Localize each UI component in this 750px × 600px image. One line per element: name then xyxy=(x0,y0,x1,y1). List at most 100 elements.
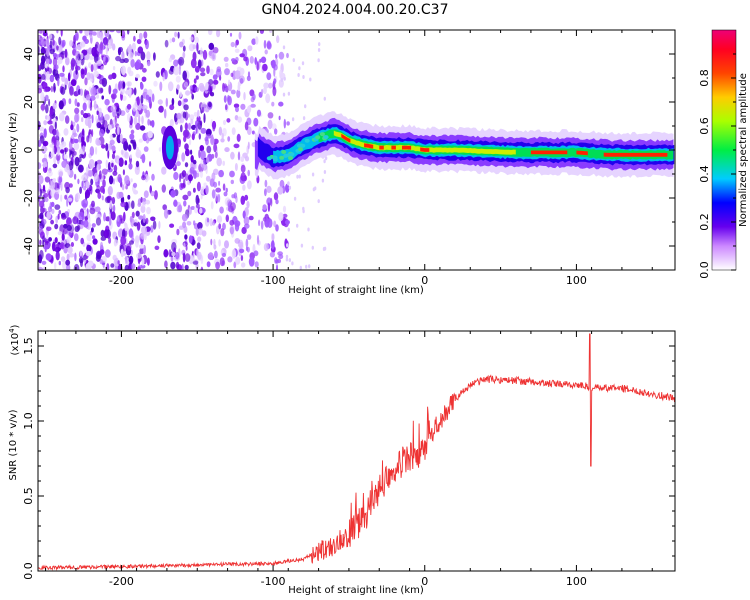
noise-blob xyxy=(46,226,52,232)
noise-blob xyxy=(145,39,149,50)
noise-blob xyxy=(175,251,180,260)
noise-blob xyxy=(324,156,328,161)
noise-blob xyxy=(85,250,92,257)
noise-blob xyxy=(102,179,106,188)
noise-blob xyxy=(38,175,44,185)
noise-blob xyxy=(66,264,71,270)
noise-blob xyxy=(206,261,211,268)
trace-core-red xyxy=(341,133,351,143)
noise-blob xyxy=(55,129,59,139)
noise-blob xyxy=(291,261,294,266)
noise-blob xyxy=(309,77,312,82)
noise-blob xyxy=(112,178,115,185)
noise-blob xyxy=(99,249,105,256)
noise-blob xyxy=(200,257,204,265)
noise-blob xyxy=(146,60,151,67)
trace-blob xyxy=(288,156,293,161)
noise-blob xyxy=(135,73,140,79)
noise-blob xyxy=(120,149,124,155)
noise-blob xyxy=(173,199,178,207)
noise-blob xyxy=(246,234,252,241)
noise-blob xyxy=(80,109,84,116)
noise-blob xyxy=(43,30,48,37)
noise-blob xyxy=(197,236,202,242)
noise-blob xyxy=(54,246,61,253)
noise-blob xyxy=(249,56,254,64)
noise-blob xyxy=(80,237,84,245)
noise-blob xyxy=(67,246,73,254)
noise-blob xyxy=(240,164,246,173)
noise-blob xyxy=(51,208,55,214)
noise-blob xyxy=(215,187,222,193)
noise-blob xyxy=(61,39,66,47)
noise-blob xyxy=(138,138,143,143)
noise-blob xyxy=(203,113,206,124)
y-tick-label: 1.5 xyxy=(22,337,35,355)
colorbar-tick-label: 0.4 xyxy=(698,165,711,183)
noise-blob xyxy=(81,136,85,144)
noise-blob xyxy=(110,104,117,113)
noise-blob xyxy=(218,223,222,230)
snr-xlabel: Height of straight line (km) xyxy=(288,585,424,596)
noise-blob xyxy=(256,109,262,117)
noise-blob xyxy=(38,30,41,34)
noise-blob xyxy=(45,104,49,114)
noise-blob xyxy=(129,133,135,140)
noise-blob xyxy=(38,162,42,170)
noise-blob xyxy=(169,38,172,44)
noise-blob xyxy=(234,48,240,53)
noise-blob xyxy=(187,190,192,197)
noise-blob xyxy=(138,215,144,220)
noise-blob xyxy=(94,44,98,49)
noise-blob xyxy=(118,176,123,184)
noise-blob xyxy=(49,48,55,55)
noise-blob xyxy=(92,235,96,240)
noise-blob xyxy=(254,261,259,268)
noise-blob xyxy=(271,233,274,241)
noise-blob xyxy=(58,36,62,46)
noise-blob xyxy=(211,120,217,130)
noise-blob xyxy=(53,138,57,147)
noise-blob xyxy=(67,72,71,82)
noise-blob xyxy=(76,113,80,122)
noise-blob xyxy=(218,239,221,247)
noise-blob xyxy=(78,157,82,163)
noise-blob xyxy=(81,117,84,123)
noise-blob xyxy=(288,185,292,190)
noise-blob xyxy=(88,30,94,34)
noise-blob xyxy=(216,215,223,224)
noise-blob xyxy=(182,252,186,263)
noise-blob xyxy=(174,31,178,38)
noise-blob xyxy=(48,206,52,213)
noise-blob xyxy=(96,94,99,99)
noise-blob xyxy=(66,197,69,207)
noise-blob xyxy=(65,259,71,266)
noise-blob xyxy=(250,103,256,108)
noise-blob xyxy=(253,250,259,257)
noise-blob xyxy=(84,210,88,217)
noise-blob xyxy=(141,201,146,208)
noise-blob xyxy=(99,241,104,251)
noise-blob xyxy=(105,159,109,169)
noise-blob xyxy=(82,255,87,261)
noise-blob xyxy=(164,260,168,269)
noise-blob xyxy=(286,52,289,59)
noise-blob xyxy=(275,259,279,264)
noise-blob xyxy=(63,154,68,160)
noise-blob xyxy=(39,188,43,198)
noise-blob xyxy=(230,89,236,95)
noise-blob xyxy=(153,52,156,61)
noise-blob xyxy=(78,257,84,264)
noise-blob xyxy=(169,119,174,128)
noise-blob xyxy=(57,213,60,220)
noise-blob xyxy=(126,243,132,251)
noise-blob xyxy=(237,83,241,91)
noise-blob xyxy=(89,207,96,215)
noise-blob xyxy=(110,211,116,221)
noise-blob xyxy=(89,146,95,156)
noise-blob xyxy=(192,44,197,50)
noise-blob xyxy=(184,143,189,151)
noise-blob xyxy=(53,82,56,93)
noise-blob xyxy=(42,161,48,169)
noise-blob xyxy=(263,243,269,252)
